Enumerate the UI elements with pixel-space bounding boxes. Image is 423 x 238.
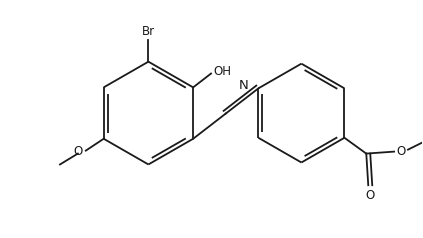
Text: OH: OH <box>213 65 231 78</box>
Text: O: O <box>74 145 83 158</box>
Text: O: O <box>396 145 405 158</box>
Text: Br: Br <box>142 25 155 38</box>
Text: N: N <box>239 79 249 92</box>
Text: O: O <box>365 189 375 202</box>
